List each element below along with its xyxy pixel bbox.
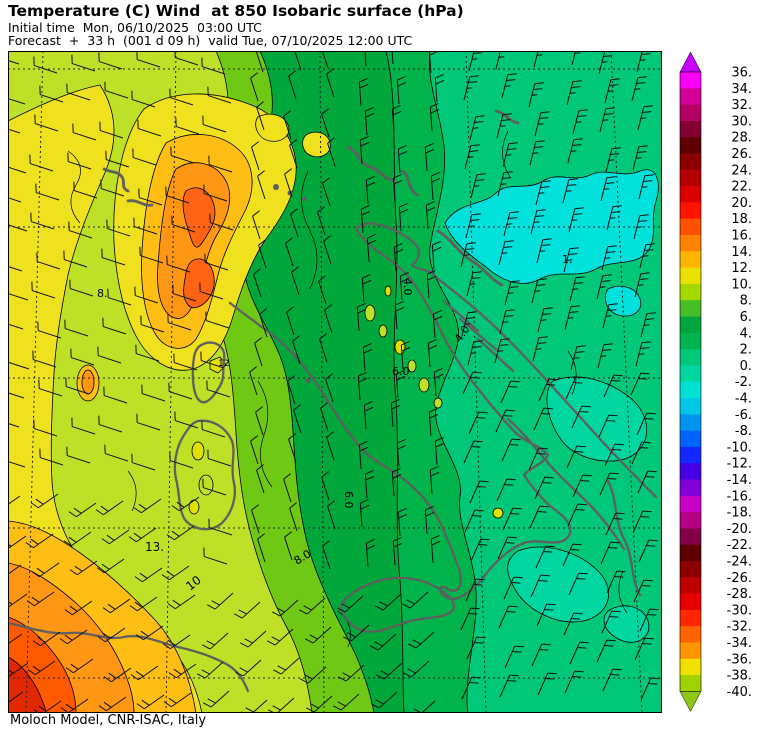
svg-text:6.0: 6.0: [342, 491, 355, 509]
temperature-wind-map: 8.126.04.04.01.13.108.06.0: [8, 51, 662, 713]
zone-sardinia-speck-1: [192, 442, 204, 460]
svg-text:-8.: -8.: [735, 424, 752, 439]
zone-alps-yellow-speck-2: [303, 132, 331, 157]
svg-text:34.: 34.: [731, 82, 752, 97]
svg-text:18.: 18.: [731, 212, 752, 227]
svg-text:36.: 36.: [731, 66, 752, 81]
zone-sardinia-speck-3: [189, 500, 199, 514]
svg-text:2.: 2.: [740, 343, 752, 358]
svg-text:32.: 32.: [731, 98, 752, 113]
svg-text:-34.: -34.: [727, 636, 752, 651]
svg-text:-38.: -38.: [727, 669, 752, 684]
svg-text:12: 12: [218, 359, 229, 369]
svg-text:8.: 8.: [740, 294, 752, 309]
forecast-valid-line: Forecast + 33 h (001 d 09 h) valid Tue, …: [8, 33, 412, 48]
svg-text:24.: 24.: [731, 163, 752, 178]
svg-text:14.: 14.: [731, 245, 752, 260]
svg-text:-22.: -22.: [727, 538, 752, 553]
temperature-colorbar: 36.34.32.30. 28.26.24. 22.20.18. 16.14.12.1…: [662, 40, 760, 731]
svg-text:26.: 26.: [731, 147, 752, 162]
svg-text:-36.: -36.: [727, 652, 752, 667]
svg-text:-14.: -14.: [727, 473, 752, 488]
svg-text:-20.: -20.: [727, 522, 752, 537]
svg-text:13.: 13.: [145, 540, 164, 554]
svg-text:-16.: -16.: [727, 489, 752, 504]
svg-text:-24.: -24.: [727, 555, 752, 570]
svg-text:-18.: -18.: [727, 506, 752, 521]
svg-text:28.: 28.: [731, 131, 752, 146]
svg-text:-2.: -2.: [735, 375, 752, 390]
svg-text:6.: 6.: [740, 310, 752, 325]
svg-text:-12.: -12.: [727, 457, 752, 472]
svg-text:4.: 4.: [740, 326, 752, 341]
svg-text:-30.: -30.: [727, 603, 752, 618]
weather-map-page: { "header": { "title": "Temperature (C) …: [0, 0, 760, 731]
page-title: Temperature (C) Wind at 850 Isobaric sur…: [8, 2, 464, 20]
svg-text:30.: 30.: [731, 114, 752, 129]
svg-text:-6.: -6.: [735, 408, 752, 423]
svg-text:-26.: -26.: [727, 571, 752, 586]
zone-yellow-dot-southeast: [493, 508, 503, 518]
svg-text:6.0: 6.0: [392, 365, 410, 378]
svg-text:-40.: -40.: [727, 685, 752, 700]
svg-text:16.: 16.: [731, 229, 752, 244]
zone-sardinia-speck-2: [199, 475, 213, 495]
svg-text:12.: 12.: [731, 261, 752, 276]
svg-text:8.: 8.: [97, 287, 108, 300]
svg-text:-28.: -28.: [727, 587, 752, 602]
svg-text:10.: 10.: [731, 277, 752, 292]
temperature-fill-zones: [8, 51, 662, 713]
svg-text:-10.: -10.: [727, 440, 752, 455]
zone-west-orange-spot: [82, 370, 94, 394]
svg-text:1.: 1.: [562, 253, 573, 266]
model-credit: Moloch Model, CNR-ISAC, Italy: [10, 713, 206, 728]
svg-text:-4.: -4.: [735, 392, 752, 407]
svg-text:20.: 20.: [731, 196, 752, 211]
svg-text:4.0: 4.0: [401, 278, 414, 296]
svg-text:0.: 0.: [740, 359, 752, 374]
svg-text:-32.: -32.: [727, 620, 752, 635]
svg-text:22.: 22.: [731, 180, 752, 195]
